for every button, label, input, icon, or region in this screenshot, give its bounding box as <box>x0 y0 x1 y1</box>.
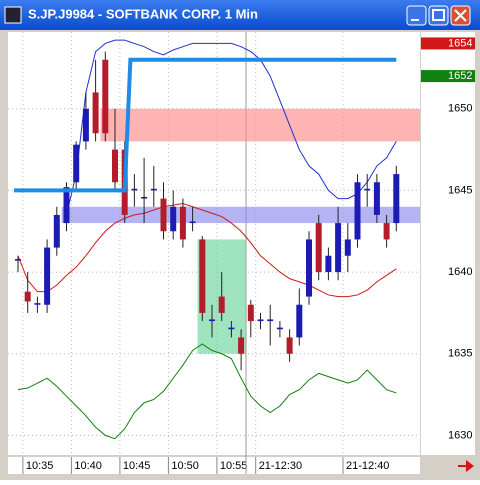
x-tick-label: 21-12:30 <box>259 460 302 472</box>
y-tick-label: 1645 <box>448 184 472 196</box>
candle-body <box>102 59 109 134</box>
candle-body <box>228 327 235 330</box>
candle-body <box>238 337 245 354</box>
minimize-button[interactable] <box>406 5 427 26</box>
candle-body <box>112 149 118 183</box>
candle-body <box>73 144 80 183</box>
candle-body <box>131 188 138 191</box>
candle-body <box>364 188 371 191</box>
candle-body <box>92 92 99 134</box>
candle-body <box>315 223 322 273</box>
x-tick-label: 10:45 <box>123 460 151 472</box>
candle-body <box>24 291 31 302</box>
zone <box>100 108 420 142</box>
candle-body <box>170 206 177 232</box>
x-tick-label: 10:40 <box>74 460 102 472</box>
candle-body <box>373 182 380 215</box>
y-tick-label: 1650 <box>448 103 472 115</box>
x-tick-label: 21-12:40 <box>346 460 389 472</box>
price-axis <box>421 32 475 455</box>
candle-body <box>53 214 60 248</box>
price-marker-label: 1652 <box>448 70 472 82</box>
maximize-icon <box>432 9 445 21</box>
candle-body <box>344 239 351 256</box>
indicator-line <box>66 39 397 216</box>
maximize-button[interactable] <box>428 5 449 26</box>
candle-body <box>296 304 303 338</box>
close-icon <box>454 9 467 22</box>
price-marker <box>421 37 475 50</box>
candle-body <box>82 108 89 142</box>
candle-body <box>209 319 215 322</box>
time-axis <box>8 457 420 474</box>
candle-body <box>257 319 264 322</box>
candle-body <box>34 303 41 305</box>
candle-body <box>150 188 157 191</box>
candle-body <box>247 304 254 322</box>
candle-body <box>354 182 361 240</box>
y-tick-label: 1630 <box>448 429 472 441</box>
candle-body <box>393 174 400 224</box>
candle-body <box>325 255 332 273</box>
candle-body <box>267 319 274 322</box>
candle-body <box>335 223 342 273</box>
candle-body <box>44 247 51 305</box>
candle-body <box>63 187 70 224</box>
price-marker <box>421 70 475 83</box>
candle-body <box>306 239 312 297</box>
zone <box>61 206 420 224</box>
y-tick-label: 1635 <box>448 348 472 360</box>
candle-body <box>160 198 167 232</box>
x-tick-label: 10:35 <box>26 460 54 472</box>
level-line <box>14 57 397 193</box>
scroll-arrow[interactable] <box>458 460 474 472</box>
window-title: S.JP.J9984 - SOFTBANK CORP. 1 Min <box>28 6 258 21</box>
candle-body <box>179 206 186 240</box>
x-tick-label: 10:55 <box>220 460 248 472</box>
candle-body <box>383 223 390 240</box>
candle-body <box>189 221 196 224</box>
price-marker-label: 1654 <box>448 37 472 49</box>
x-tick-label: 10:50 <box>171 460 199 472</box>
indicator-line <box>17 343 397 440</box>
title-bar <box>0 0 480 30</box>
window-buttons <box>406 5 471 26</box>
candle-body <box>286 337 293 354</box>
y-tick-label: 1640 <box>448 266 472 278</box>
candle-body <box>15 259 21 261</box>
candle-body <box>199 239 206 313</box>
candle-body <box>218 296 225 313</box>
candle-body <box>276 327 283 330</box>
candle-body <box>141 196 148 199</box>
app-icon <box>4 6 22 24</box>
indicator-line <box>17 202 397 298</box>
